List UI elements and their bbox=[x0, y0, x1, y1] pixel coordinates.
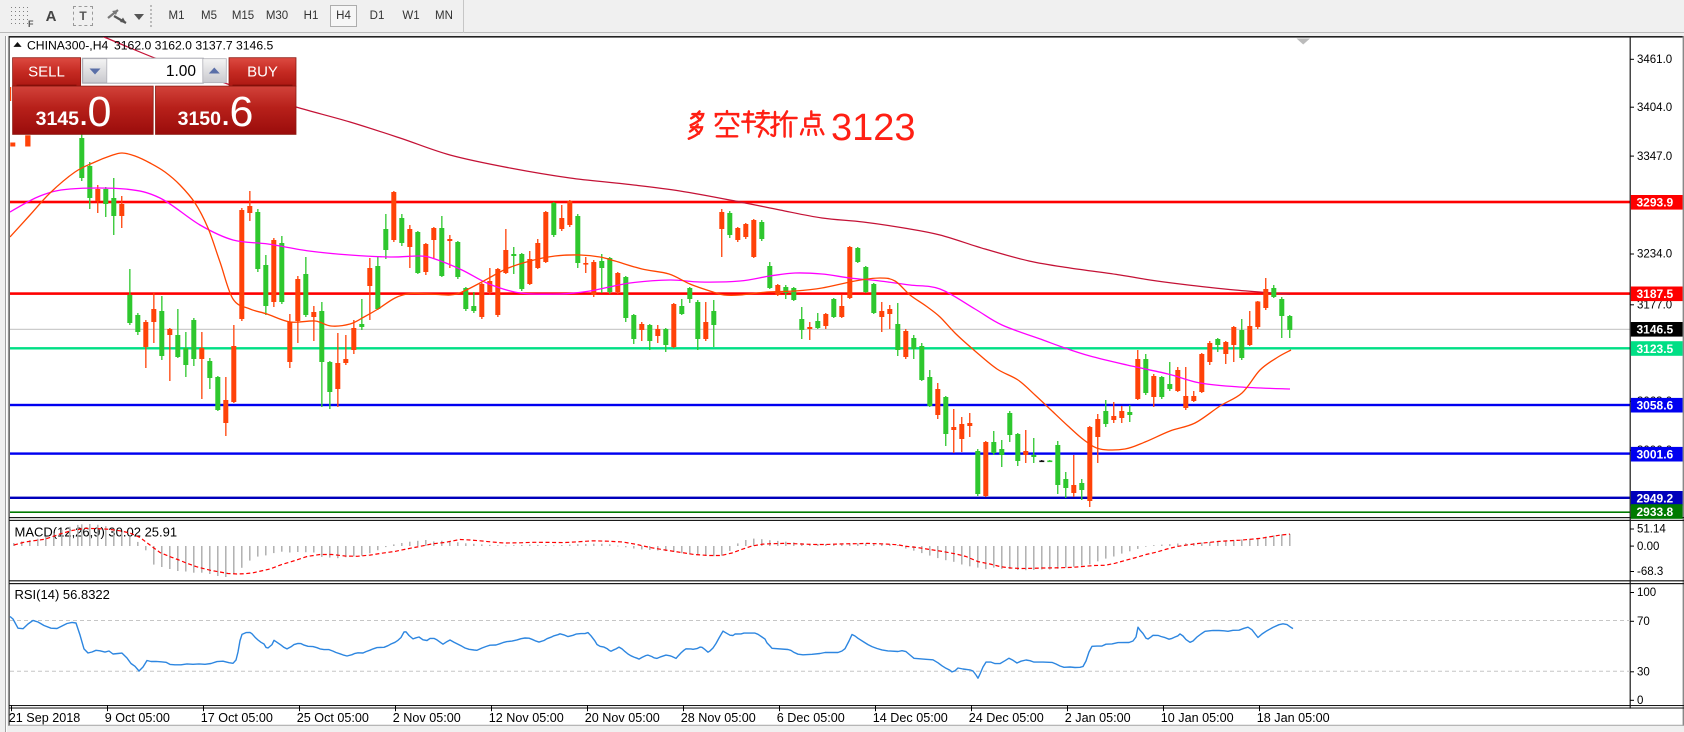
svg-text:70: 70 bbox=[1637, 616, 1650, 628]
svg-text:6: 6 bbox=[230, 88, 254, 136]
svg-text:28 Nov 05:00: 28 Nov 05:00 bbox=[681, 711, 756, 725]
svg-text:CHINA300-,H4: CHINA300-,H4 bbox=[27, 39, 108, 53]
svg-text:21 Sep 2018: 21 Sep 2018 bbox=[9, 711, 80, 725]
svg-text:-68.3: -68.3 bbox=[1637, 566, 1663, 578]
svg-text:3123.5: 3123.5 bbox=[1637, 342, 1674, 356]
svg-text:25 Oct 05:00: 25 Oct 05:00 bbox=[297, 711, 369, 725]
svg-text:10 Jan 05:00: 10 Jan 05:00 bbox=[1161, 711, 1234, 725]
svg-text:3058.6: 3058.6 bbox=[1637, 399, 1674, 413]
svg-text:3001.6: 3001.6 bbox=[1637, 448, 1674, 462]
svg-text:3234.0: 3234.0 bbox=[1637, 249, 1672, 261]
svg-text:20 Nov 05:00: 20 Nov 05:00 bbox=[585, 711, 660, 725]
svg-text:3404.0: 3404.0 bbox=[1637, 102, 1672, 114]
svg-text:0: 0 bbox=[1637, 695, 1643, 707]
svg-text:12 Nov 05:00: 12 Nov 05:00 bbox=[489, 711, 564, 725]
svg-text:6 Dec 05:00: 6 Dec 05:00 bbox=[777, 711, 845, 725]
svg-text:.: . bbox=[80, 101, 87, 131]
svg-text:2 Jan 05:00: 2 Jan 05:00 bbox=[1065, 711, 1131, 725]
svg-text:3146.5: 3146.5 bbox=[1637, 323, 1674, 337]
svg-text:BUY: BUY bbox=[247, 64, 278, 81]
svg-text:MACD(12,26,9) 30.02 25.91: MACD(12,26,9) 30.02 25.91 bbox=[15, 525, 178, 540]
svg-text:RSI(14) 56.8322: RSI(14) 56.8322 bbox=[15, 587, 110, 602]
svg-text:24 Dec 05:00: 24 Dec 05:00 bbox=[969, 711, 1044, 725]
svg-text:3187.5: 3187.5 bbox=[1637, 287, 1674, 301]
svg-text:3177.0: 3177.0 bbox=[1637, 300, 1672, 312]
svg-text:100: 100 bbox=[1637, 587, 1656, 599]
svg-text:3162.0 3162.0 3137.7 3146.5: 3162.0 3162.0 3137.7 3146.5 bbox=[114, 39, 273, 53]
svg-text:0: 0 bbox=[88, 88, 112, 136]
svg-text:30: 30 bbox=[1637, 667, 1650, 679]
svg-text:2949.2: 2949.2 bbox=[1637, 492, 1674, 506]
svg-text:.: . bbox=[222, 101, 229, 131]
svg-text:0.00: 0.00 bbox=[1637, 541, 1659, 553]
svg-text:SELL: SELL bbox=[28, 64, 65, 81]
svg-text:51.14: 51.14 bbox=[1637, 524, 1666, 536]
svg-text:3347.0: 3347.0 bbox=[1637, 151, 1672, 163]
svg-text:1.00: 1.00 bbox=[166, 63, 197, 80]
svg-text:3150: 3150 bbox=[178, 108, 222, 130]
svg-text:3145: 3145 bbox=[36, 108, 80, 130]
svg-text:2 Nov 05:00: 2 Nov 05:00 bbox=[393, 711, 461, 725]
svg-text:2933.8: 2933.8 bbox=[1637, 505, 1674, 519]
svg-text:3461.0: 3461.0 bbox=[1637, 54, 1672, 66]
svg-text:17 Oct 05:00: 17 Oct 05:00 bbox=[201, 711, 273, 725]
svg-text:9 Oct 05:00: 9 Oct 05:00 bbox=[105, 711, 170, 725]
svg-text:3123: 3123 bbox=[831, 107, 916, 149]
svg-text:18 Jan 05:00: 18 Jan 05:00 bbox=[1257, 711, 1330, 725]
svg-text:3293.9: 3293.9 bbox=[1637, 196, 1674, 210]
svg-text:14 Dec 05:00: 14 Dec 05:00 bbox=[873, 711, 948, 725]
